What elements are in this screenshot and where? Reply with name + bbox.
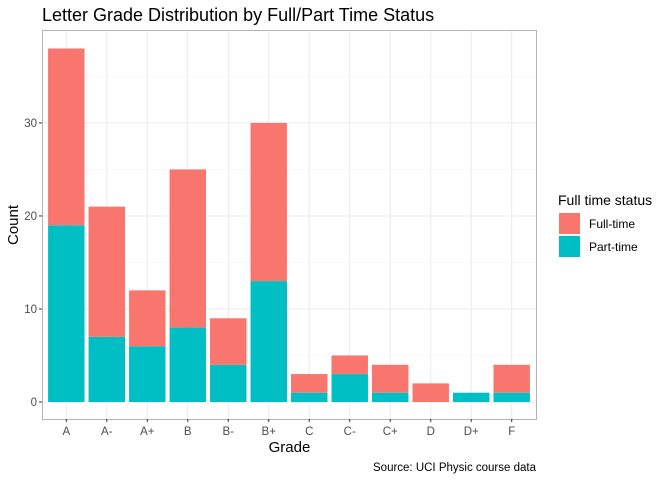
y-tick-label: 0 <box>31 397 37 409</box>
bar-part-time-F <box>493 392 530 402</box>
bars <box>48 48 530 402</box>
plot-panel-border <box>42 30 537 420</box>
y-tick-label: 20 <box>24 211 37 223</box>
bar-part-time-A <box>48 225 85 402</box>
bar-full-time-A- <box>88 206 126 337</box>
bar-full-time-B <box>169 169 206 328</box>
bar-full-time-A+ <box>129 290 166 347</box>
bar-part-time-C <box>291 392 328 402</box>
bar-part-time-C- <box>331 374 368 402</box>
x-tick-label: C+ <box>383 426 398 438</box>
legend-title: Full time status <box>558 192 652 208</box>
bar-full-time-C <box>291 374 328 393</box>
bar-part-time-B+ <box>250 281 287 402</box>
x-tick-label: C- <box>344 426 356 438</box>
x-axis-title: Grade <box>269 439 311 456</box>
x-axis: A A- A+ B B- B+ C C- C+ D D+ F <box>62 419 515 438</box>
legend-label: Full-time <box>589 217 635 231</box>
x-tick-label: B+ <box>262 426 277 438</box>
bar-part-time-C+ <box>372 392 409 402</box>
bar-full-time-D <box>412 383 449 402</box>
y-axis-title: Count <box>5 204 22 245</box>
legend-items: Full-time Part-time <box>559 213 638 257</box>
legend-swatch-full-time <box>559 213 580 234</box>
bar-full-time-C+ <box>372 364 409 393</box>
legend-swatch-part-time <box>559 236 580 257</box>
x-tick-label: A- <box>101 426 113 438</box>
y-tick-label: 10 <box>24 304 37 316</box>
x-tick-label: B- <box>223 426 235 438</box>
bar-full-time-A <box>48 48 85 226</box>
x-tick-label: D+ <box>464 426 479 438</box>
bar-full-time-B+ <box>250 122 287 282</box>
bar-part-time-D+ <box>452 392 490 402</box>
bar-full-time-B- <box>210 318 247 365</box>
legend: Full time status Full-time Part-time <box>558 192 652 257</box>
bar-full-time-C- <box>331 355 368 375</box>
bar-part-time-A+ <box>129 346 166 402</box>
y-axis: 0 10 20 30 <box>24 118 42 409</box>
x-tick-label: C <box>305 426 313 438</box>
bar-part-time-B- <box>210 364 247 402</box>
bar-part-time-A- <box>88 336 126 402</box>
chart-title: Letter Grade Distribution by Full/Part T… <box>42 5 434 25</box>
x-tick-label: A+ <box>140 426 155 438</box>
x-tick-label: A <box>62 426 70 438</box>
x-tick-label: F <box>508 426 515 438</box>
bar-part-time-B <box>169 327 206 402</box>
legend-label: Part-time <box>589 240 638 254</box>
x-tick-label: D <box>427 426 435 438</box>
bar-full-time-F <box>493 364 530 393</box>
y-tick-label: 30 <box>24 118 37 130</box>
x-tick-label: B <box>184 426 192 438</box>
chart-caption: Source: UCI Physic course data <box>373 462 537 474</box>
